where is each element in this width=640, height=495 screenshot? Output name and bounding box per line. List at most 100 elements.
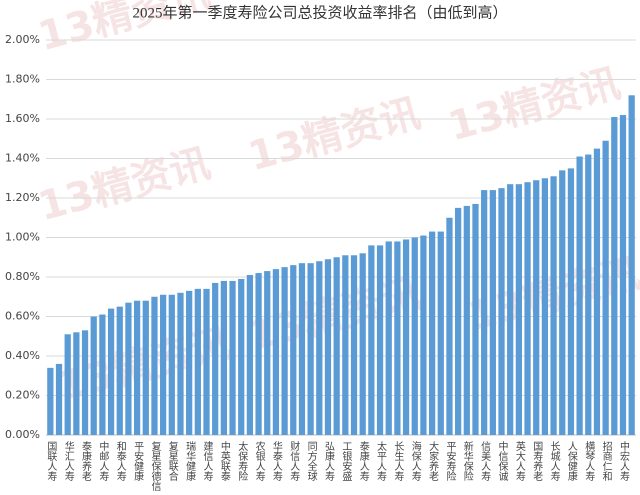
- x-tick-label: 英大人寿: [513, 440, 525, 481]
- x-tick-label: 华泰人寿: [270, 440, 282, 481]
- bar: [602, 140, 609, 435]
- bar: [142, 300, 149, 435]
- bar: [402, 239, 410, 435]
- x-tick-label: 长生人寿: [392, 441, 404, 481]
- bar: [316, 261, 323, 435]
- bar: [489, 190, 496, 435]
- bar: [324, 259, 332, 435]
- x-tick-label: 复星保德信: [149, 440, 161, 492]
- bar: [524, 182, 531, 435]
- bar: [194, 288, 201, 435]
- bar: [99, 314, 106, 435]
- x-tick-label: 长城人寿: [548, 441, 560, 481]
- x-tick-label: 信美人寿: [479, 441, 491, 481]
- bar: [125, 302, 132, 435]
- bar: [90, 316, 97, 435]
- x-tick-label: 同方全球: [305, 441, 317, 481]
- bar: [437, 231, 444, 435]
- y-tick-label: 1.80%: [5, 73, 40, 86]
- bar: [290, 265, 297, 435]
- y-tick-label: 0.80%: [5, 270, 40, 283]
- bar: [446, 217, 453, 435]
- bar: [533, 180, 540, 435]
- bar: [186, 290, 193, 435]
- bar: [455, 207, 462, 435]
- bar: [515, 184, 522, 435]
- x-tick-label: 财信人寿: [288, 440, 300, 481]
- chart-title: 2025年第一季度寿险公司总投资收益率排名（由低到高）: [132, 3, 507, 21]
- bar: [307, 263, 314, 435]
- bar: [385, 241, 392, 435]
- y-tick-label: 0.00%: [5, 428, 40, 441]
- x-tick-label: 太平人寿: [375, 440, 387, 481]
- x-tick-label: 国联人寿: [45, 441, 57, 481]
- x-tick-label: 建信人寿: [201, 440, 213, 481]
- bar: [281, 267, 288, 435]
- bar: [64, 334, 71, 435]
- y-tick-label: 1.00%: [5, 231, 40, 244]
- bar: [160, 294, 167, 435]
- bar: [47, 367, 54, 435]
- x-tick-label: 太保寿险: [236, 440, 248, 482]
- bar: [246, 275, 254, 435]
- x-tick-label: 中邮人寿: [97, 440, 109, 481]
- x-tick-label: 复星联合: [166, 440, 178, 482]
- bar: [350, 255, 358, 435]
- bar: [628, 95, 635, 436]
- x-tick-label: 泰康人寿: [357, 440, 369, 481]
- bar: [463, 205, 470, 435]
- watermark: 13精资讯: [444, 60, 626, 150]
- x-tick-label: 横琴人寿: [583, 440, 595, 481]
- bar: [212, 282, 219, 435]
- bar: [394, 241, 401, 435]
- bar: [333, 257, 340, 435]
- bar: [116, 306, 123, 435]
- bar: [541, 178, 549, 435]
- bar: [151, 296, 158, 435]
- bar: [481, 190, 488, 435]
- bar: [368, 245, 375, 435]
- bar: [272, 269, 280, 435]
- x-tick-label: 中宏人寿: [617, 440, 629, 481]
- bar: [220, 280, 227, 435]
- bar: [73, 332, 80, 435]
- bar: [567, 168, 575, 435]
- bar: [472, 203, 479, 435]
- bar: [229, 280, 236, 435]
- x-tick-label: 瑞华健康: [184, 441, 196, 481]
- bar: [255, 273, 262, 435]
- x-tick-label: 中信保诚: [496, 440, 508, 482]
- bar: [133, 300, 141, 435]
- bar: [420, 235, 427, 435]
- x-tick-label: 招商仁和: [600, 440, 612, 482]
- bar: [342, 255, 349, 435]
- x-tick-label: 泰康养老: [80, 440, 92, 481]
- x-tick-label: 弘康人寿: [322, 441, 334, 481]
- watermark: 13精资讯: [244, 90, 426, 180]
- bar: [619, 115, 627, 436]
- y-tick-label: 1.60%: [5, 112, 40, 125]
- x-tick-label: 工银安盛: [340, 441, 352, 481]
- bar: [593, 148, 601, 435]
- bar: [507, 184, 514, 435]
- y-tick-label: 0.40%: [5, 349, 40, 362]
- x-tick-label: 大家养老: [427, 440, 439, 481]
- bar: [559, 170, 566, 435]
- bar: [238, 278, 245, 435]
- watermark: 13精资讯: [34, 140, 216, 230]
- bar: [611, 117, 618, 436]
- bar: [498, 188, 505, 435]
- bar: [411, 237, 418, 435]
- bar: [203, 288, 210, 435]
- bar: [81, 330, 89, 435]
- y-tick-label: 1.20%: [5, 191, 40, 204]
- x-tick-label: 平安寿险: [444, 441, 456, 482]
- bar: [107, 308, 115, 435]
- x-tick-label: 新华保险: [461, 440, 473, 482]
- bar: [428, 231, 436, 435]
- bar: [298, 263, 306, 435]
- y-tick-label: 2.00%: [5, 33, 40, 46]
- bar: [359, 253, 366, 435]
- bar: [550, 176, 557, 435]
